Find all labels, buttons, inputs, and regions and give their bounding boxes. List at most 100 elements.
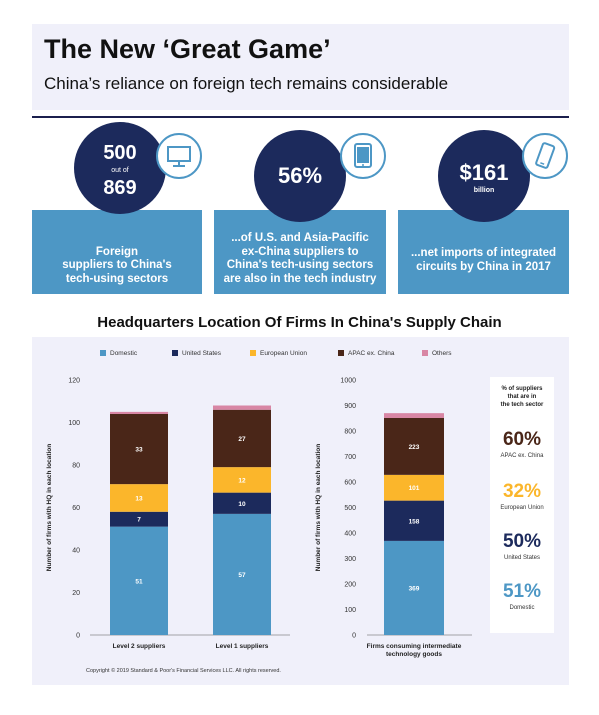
legend-item-domestic: Domestic: [100, 350, 137, 357]
legend-label: Others: [432, 350, 452, 357]
legend-label: United States: [182, 350, 222, 357]
y-tick-label: 400: [344, 531, 356, 538]
x-category-label: Level 2 suppliers: [113, 643, 166, 650]
stat-desc-line: tech-using sectors: [65, 272, 169, 285]
stat-desc-line: ...of U.S. and Asia-Pacific: [231, 232, 369, 244]
bar-segment-others: [384, 413, 444, 418]
tech-sector-header-line: % of suppliers: [501, 386, 543, 392]
bar-segment-apac-ex-china: [384, 417, 444, 475]
stat-desc-line: ex-China suppliers to: [241, 245, 359, 258]
y-axis-label: Number of firms with HQ in each location: [46, 444, 53, 572]
tech-pct-domestic: 51%: [502, 581, 542, 602]
y-tick-label: 800: [344, 429, 356, 436]
stat-value-bottom: 869: [103, 177, 137, 199]
y-tick-label: 300: [344, 556, 356, 563]
bar-value-label: 223: [409, 444, 420, 451]
y-tick-label: 60: [72, 505, 80, 512]
legend-swatch: [338, 350, 344, 356]
legend-swatch: [172, 350, 178, 356]
page-title: The New ‘Great Game’: [44, 34, 331, 64]
y-tick-label: 80: [72, 463, 80, 470]
stat-box-suppliers: Foreign suppliers to China's tech-using …: [32, 210, 202, 294]
bar-segment-domestic: [384, 540, 444, 635]
tech-pct-eu: 32%: [502, 481, 542, 502]
legend-item-apac: APAC ex. China: [338, 350, 394, 357]
legend-item-european-union: European Union: [250, 350, 307, 357]
tech-pct-eu-label: European Union: [500, 505, 544, 511]
legend-item-others: Others: [422, 350, 452, 357]
bar-value-label: 12: [238, 477, 246, 484]
page-subtitle: China’s reliance on foreign tech remains…: [44, 74, 449, 93]
legend-swatch: [250, 350, 256, 356]
stat-desc-suppliers: Foreign suppliers to China's tech-using …: [32, 246, 202, 287]
bar-segment-domestic: [110, 526, 168, 635]
stat-box-us-apac: ...of U.S. and Asia-Pacific ex-China sup…: [214, 210, 386, 294]
bar-segment-apac-ex-china: [110, 414, 168, 485]
stat-desc-line: ...net imports of integrated: [410, 247, 557, 259]
bar-segment-others: [110, 411, 168, 414]
stat-value-mid: out of: [111, 167, 129, 174]
y-tick-label: 100: [344, 607, 356, 614]
legend-swatch: [422, 350, 428, 356]
bar-segment-united-states: [384, 500, 444, 541]
x-category-label: Level 1 suppliers: [216, 643, 269, 650]
header-divider: [32, 116, 569, 118]
stat-value-mid: billion: [473, 187, 495, 194]
bar-segment-united-states: [213, 492, 271, 514]
stat-desc-line: Foreign: [95, 245, 139, 258]
legend-label: APAC ex. China: [348, 350, 395, 357]
bar-segment-european-union: [384, 474, 444, 501]
bar-segment-european-union: [213, 467, 271, 493]
y-tick-label: 0: [352, 633, 356, 640]
stat-circle-us-apac: 56%: [254, 130, 346, 222]
stat-box-net-imports: ...net imports of integrated circuits by…: [398, 210, 569, 294]
bar-value-label: 101: [409, 485, 420, 492]
y-tick-label: 40: [72, 548, 80, 555]
x-category-label: Firms consuming intermediate: [367, 643, 462, 650]
tech-sector-header-line: that are in: [507, 394, 537, 400]
smartphone-icon: [522, 133, 568, 179]
tech-pct-apac-label: APAC ex. China: [500, 453, 544, 459]
tech-pct-us-label: United States: [503, 555, 541, 561]
stat-desc-line: are also in the tech industry: [223, 272, 377, 285]
stat-desc-us-apac: ...of U.S. and Asia-Pacific ex-China sup…: [214, 232, 386, 286]
x-category-label: technology goods: [386, 651, 442, 658]
tech-pct-apac: 60%: [502, 429, 542, 450]
stat-value-top: $161: [459, 160, 509, 185]
stat-value-top: 56%: [277, 163, 323, 188]
bar-value-label: 51: [135, 578, 143, 585]
y-tick-label: 700: [344, 454, 356, 461]
y-tick-label: 1000: [340, 378, 356, 385]
bar-value-label: 27: [238, 436, 246, 443]
stat-value-top: 500: [103, 142, 137, 164]
stat-desc-line: circuits by China in 2017: [416, 260, 551, 273]
stat-desc-net-imports: ...net imports of integrated circuits by…: [398, 247, 569, 274]
bar-segment-european-union: [110, 484, 168, 512]
y-tick-label: 900: [344, 403, 356, 410]
bar-value-label: 13: [135, 495, 143, 502]
legend-item-united-states: United States: [172, 350, 221, 357]
stat-desc-line: suppliers to China's: [62, 259, 172, 271]
bar-segment-united-states: [110, 511, 168, 527]
bar-value-label: 158: [409, 518, 420, 525]
tech-sector-header: % of suppliers that are in the tech sect…: [490, 385, 554, 409]
y-tick-label: 100: [68, 420, 80, 427]
bar-segment-others: [213, 405, 271, 410]
y-tick-label: 600: [344, 480, 356, 487]
tech-pct-us: 50%: [502, 531, 542, 552]
header-panel: The New ‘Great Game’ China’s reliance on…: [32, 24, 569, 110]
chart-legend: Domestic United States European Union AP…: [32, 347, 569, 363]
tech-sector-panel: % of suppliers that are in the tech sect…: [490, 377, 554, 633]
copyright-notice: Copyright © 2019 Standard & Poor's Finan…: [86, 668, 281, 674]
bar-value-label: 33: [135, 447, 143, 454]
tech-pct-domestic-label: Domestic: [509, 605, 535, 611]
y-tick-label: 500: [344, 505, 356, 512]
bar-value-label: 57: [238, 572, 246, 579]
y-tick-label: 0: [76, 633, 80, 640]
stat-circle-suppliers: 500 out of 869: [74, 122, 166, 214]
bar-value-label: 10: [238, 501, 246, 508]
bar-value-label: 369: [409, 585, 420, 592]
y-tick-label: 20: [72, 590, 80, 597]
bar-value-label: 7: [137, 517, 141, 524]
